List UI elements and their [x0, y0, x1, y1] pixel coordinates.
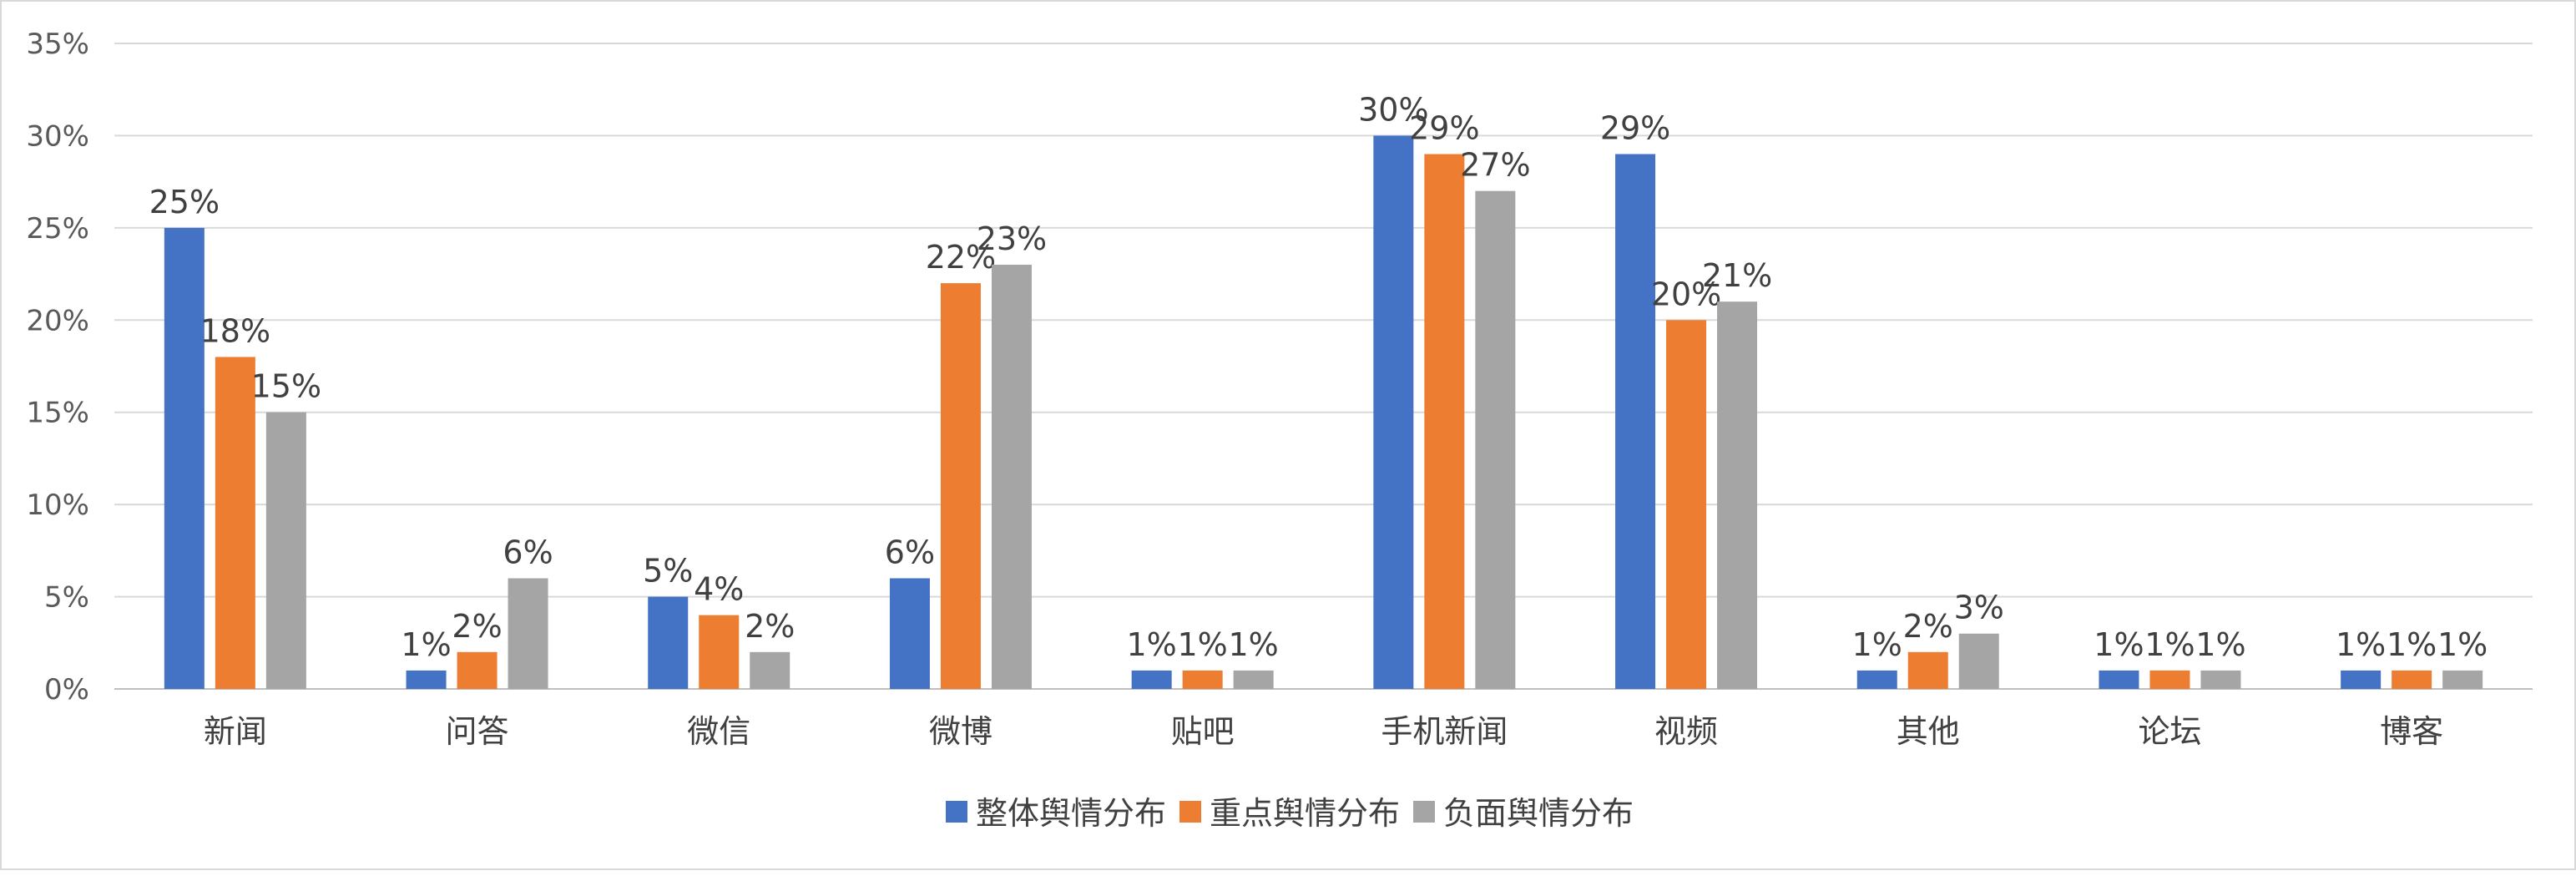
data-label: 3%: [1954, 590, 2004, 626]
bar: [2392, 670, 2432, 689]
bar: [2149, 670, 2190, 689]
y-tick-label: 0%: [44, 673, 89, 706]
bar: [265, 412, 306, 689]
bar: [1131, 670, 1172, 689]
data-label: 15%: [251, 368, 321, 405]
legend-label: 整体舆情分布: [976, 795, 1166, 832]
data-label: 27%: [1460, 147, 1530, 184]
bar: [1424, 154, 1465, 689]
x-tick-label: 其他: [1897, 713, 1960, 750]
x-tick-label: 博客: [2380, 713, 2443, 750]
x-tick-label: 新闻: [204, 713, 267, 750]
data-label: 21%: [1702, 257, 1772, 294]
x-tick-label: 视频: [1654, 713, 1718, 750]
x-tick-label: 论坛: [2138, 713, 2201, 750]
bar: [164, 227, 205, 689]
data-label: 6%: [885, 534, 935, 570]
x-tick-label: 问答: [446, 713, 509, 750]
data-label: 23%: [977, 220, 1047, 257]
bar: [1666, 320, 1707, 689]
bar: [1475, 190, 1516, 689]
bar: [750, 651, 790, 689]
data-label: 18%: [200, 312, 270, 349]
legend-swatch: [1413, 801, 1435, 823]
y-tick-label: 20%: [26, 304, 89, 337]
data-label: 4%: [694, 571, 744, 608]
x-tick-label: 手机新闻: [1381, 713, 1508, 750]
bar: [508, 578, 548, 689]
bar: [648, 596, 689, 689]
data-label: 20%: [1651, 276, 1721, 312]
bar: [940, 283, 981, 689]
bar: [1233, 670, 1274, 689]
data-label: 25%: [149, 184, 220, 220]
bar: [1958, 633, 1999, 689]
data-label: 2%: [745, 608, 795, 645]
data-label: 1%: [1178, 626, 1228, 663]
y-tick-label: 35%: [26, 28, 89, 61]
data-label: 29%: [1600, 110, 1670, 147]
data-label: 1%: [1127, 626, 1177, 663]
legend-label: 负面舆情分布: [1443, 795, 1634, 832]
data-label: 1%: [2144, 626, 2195, 663]
x-tick-label: 微信: [687, 713, 750, 750]
bar: [1182, 670, 1223, 689]
bar: [406, 670, 447, 689]
y-tick-label: 5%: [44, 581, 89, 615]
bar: [457, 651, 498, 689]
data-label: 1%: [2336, 626, 2386, 663]
y-tick-label: 30%: [26, 119, 89, 153]
data-label: 1%: [2094, 626, 2144, 663]
data-label: 22%: [926, 239, 996, 276]
y-tick-label: 15%: [26, 397, 89, 430]
data-label: 1%: [1852, 626, 1902, 663]
bar: [1907, 651, 1948, 689]
bar: [1856, 670, 1897, 689]
data-label: 30%: [1358, 91, 1428, 128]
data-label: 1%: [2195, 626, 2245, 663]
bar: [889, 578, 930, 689]
x-tick-label: 微博: [929, 713, 993, 750]
data-label: 2%: [1903, 608, 1953, 645]
data-label: 1%: [401, 626, 451, 663]
y-tick-label: 10%: [26, 489, 89, 522]
x-tick-label: 贴吧: [1171, 713, 1235, 750]
bar: [699, 615, 740, 689]
bar: [2341, 670, 2382, 689]
data-label: 1%: [2387, 626, 2437, 663]
bar: [991, 265, 1032, 689]
data-label: 2%: [452, 608, 502, 645]
data-label: 5%: [643, 553, 693, 590]
data-label: 29%: [1409, 110, 1479, 147]
bar: [2099, 670, 2139, 689]
y-tick-label: 25%: [26, 212, 89, 246]
bar: [2200, 670, 2241, 689]
bar: [2442, 670, 2483, 689]
data-label: 1%: [1229, 626, 1279, 663]
bar: [1717, 301, 1758, 689]
legend-swatch: [946, 801, 967, 823]
legend-label: 重点舆情分布: [1210, 795, 1400, 832]
data-label: 6%: [503, 534, 553, 570]
bar: [1615, 154, 1656, 689]
bar: [215, 357, 255, 689]
legend-swatch: [1179, 801, 1201, 823]
bar: [1373, 135, 1414, 689]
data-label: 1%: [2437, 626, 2488, 663]
